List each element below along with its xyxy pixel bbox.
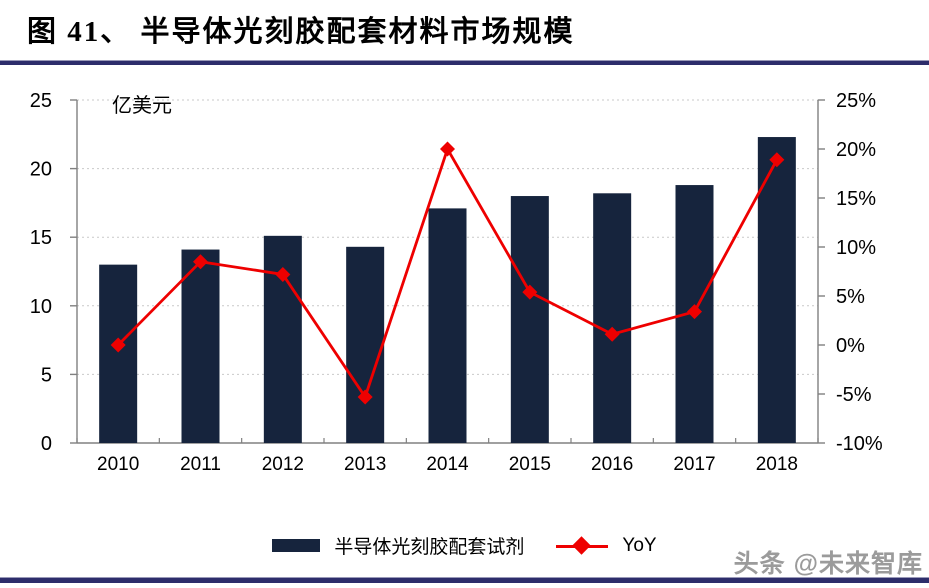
- right-axis-label: 15%: [836, 188, 876, 210]
- left-axis-label: 0: [41, 433, 52, 455]
- yoy-marker-2011: [193, 254, 208, 270]
- bar-2012: [263, 235, 302, 443]
- yoy-marker-2018: [769, 152, 785, 168]
- left-axis-label: 20: [30, 159, 52, 181]
- right-axis-label: -5%: [836, 384, 872, 406]
- yoy-marker-2016: [604, 326, 620, 342]
- right-axis-label: 5%: [836, 286, 865, 308]
- x-axis-label: 2016: [591, 454, 633, 475]
- x-axis-label: 2015: [509, 454, 551, 475]
- x-axis-label: 2012: [262, 454, 304, 475]
- yoy-marker-2012: [275, 266, 291, 282]
- x-axis-label: 2011: [180, 454, 221, 475]
- left-axis-label: 15: [30, 227, 52, 249]
- left-axis-label: 5: [41, 364, 52, 386]
- bar-2011: [181, 249, 220, 443]
- x-axis-label: 2013: [344, 454, 386, 475]
- legend-line-swatch-icon: [556, 535, 609, 555]
- bar-2014: [428, 208, 467, 443]
- right-axis-label: -10%: [836, 433, 883, 455]
- left-axis-label: 25: [30, 90, 52, 112]
- x-axis-label: 2017: [673, 454, 715, 475]
- yoy-marker-2010: [110, 337, 126, 353]
- left-axis-label: 10: [30, 296, 52, 318]
- x-axis-label: 2014: [426, 454, 469, 475]
- right-axis-label: 0%: [836, 335, 865, 357]
- x-axis-label: 2018: [756, 454, 798, 475]
- yoy-marker-2013: [357, 389, 373, 405]
- legend-line-label: YoY: [622, 534, 657, 556]
- yoy-marker-2015: [522, 284, 538, 300]
- right-axis-label: 10%: [836, 237, 876, 259]
- bar-2018: [757, 137, 796, 443]
- watermark: 头条 @未来智库: [733, 550, 923, 578]
- legend-bar-label: 半导体光刻胶配套试剂: [334, 537, 525, 558]
- x-axis-label: 2010: [97, 454, 139, 475]
- bar-2016: [593, 193, 632, 443]
- figure-title: 图 41、 半导体光刻胶配套材料市场规模: [27, 16, 575, 48]
- right-axis-label: 20%: [836, 139, 876, 161]
- bar-2015: [510, 196, 549, 443]
- left-axis-unit-label: 亿美元: [112, 94, 172, 117]
- yoy-marker-2017: [687, 304, 702, 320]
- chart-legend: 半导体光刻胶配套试剂 YoY: [0, 532, 929, 559]
- combo-chart: 0 5 10 15 20 25 -10% -5% 0% 5% 10% 15% 20% 25% 2010 201…: [30, 90, 883, 475]
- legend-line-diamond-icon: [572, 535, 592, 555]
- title-underline: [0, 60, 929, 65]
- bar-2010: [99, 264, 138, 443]
- right-axis-label: 25%: [836, 90, 876, 112]
- legend-bar-swatch-icon: [272, 539, 321, 552]
- bar-2013: [346, 246, 385, 443]
- yoy-marker-2014: [440, 141, 455, 157]
- bottom-rule: [0, 577, 929, 583]
